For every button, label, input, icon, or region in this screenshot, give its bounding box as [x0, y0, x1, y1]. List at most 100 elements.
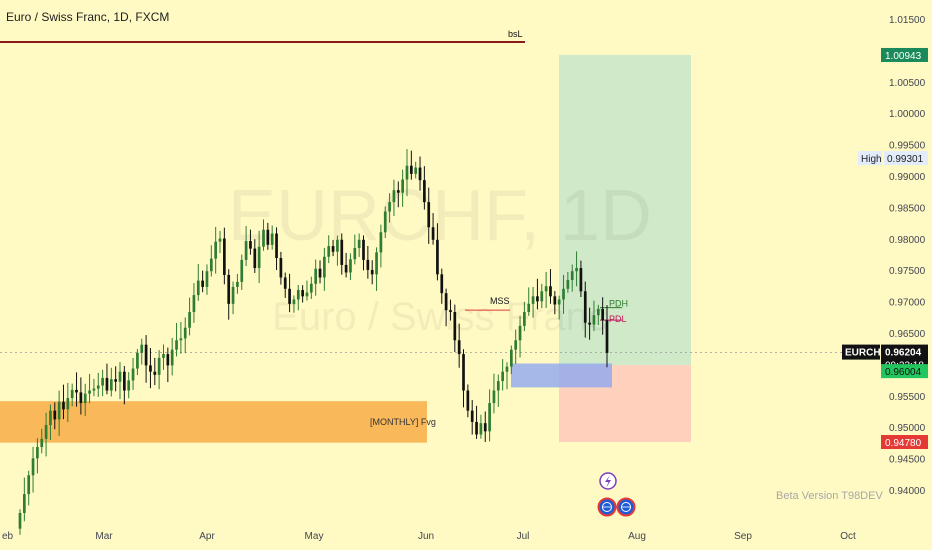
price-tick: 1.00000	[889, 109, 926, 120]
target-price-box	[881, 47, 928, 62]
high-label-box	[858, 151, 882, 166]
candle-body	[240, 259, 244, 282]
candle	[192, 283, 196, 323]
candle	[488, 389, 491, 442]
candle	[36, 438, 39, 474]
symbol-tag: EURCHF	[845, 348, 887, 359]
candle	[540, 283, 544, 309]
target-zone[interactable]	[559, 54, 691, 366]
candle	[366, 245, 370, 279]
price-tick: 0.98500	[889, 203, 926, 214]
candle-body	[49, 410, 52, 426]
candle-body	[388, 202, 391, 212]
price-tick: 0.95500	[889, 392, 926, 403]
candle-body	[136, 352, 139, 369]
lightning-icon[interactable]	[599, 472, 617, 490]
candle	[470, 399, 474, 435]
candle	[536, 278, 539, 310]
candle-body	[579, 268, 583, 292]
candle	[605, 305, 609, 368]
candle	[153, 357, 157, 386]
candle-body	[362, 239, 365, 260]
candle	[131, 357, 135, 391]
candle	[496, 374, 500, 407]
candle	[127, 372, 131, 399]
candle	[601, 297, 604, 335]
event-globe-icon[interactable]	[616, 497, 636, 517]
candle-body	[144, 344, 148, 366]
candle-body	[266, 229, 270, 245]
candle	[196, 263, 200, 301]
candle	[101, 369, 104, 397]
candle-body	[96, 385, 100, 389]
candle	[353, 234, 357, 265]
candle	[414, 161, 418, 179]
price-axis[interactable]: 1.01500 1.00500 1.00000 0.99500 0.99000 0.985…	[889, 15, 926, 497]
candle-body	[66, 398, 70, 410]
candle-body	[214, 241, 218, 259]
event-globe-icon[interactable]	[597, 497, 617, 517]
candle	[501, 359, 504, 391]
pdh-label: PDH	[609, 299, 628, 309]
time-tick: eb	[2, 531, 14, 542]
candle	[57, 390, 61, 436]
candle-body	[188, 312, 191, 328]
candle-body	[296, 290, 300, 300]
monthly-fvg-zone[interactable]	[0, 401, 427, 443]
candle-body	[18, 512, 22, 529]
candle-body	[488, 403, 491, 432]
price-tick: 1.00500	[889, 78, 926, 89]
candle-body	[336, 239, 339, 252]
time-tick: May	[305, 531, 324, 542]
candle	[553, 291, 557, 315]
candle	[105, 363, 109, 395]
time-axis[interactable]: eb Mar Apr May Jun Jul Aug Sep Oct	[2, 531, 856, 542]
candle-body	[209, 258, 213, 272]
candle	[53, 402, 57, 430]
candle	[401, 169, 404, 207]
candle	[370, 260, 374, 285]
candle-body	[409, 165, 413, 174]
candle	[175, 322, 178, 357]
candle	[227, 269, 231, 320]
price-tick: 0.95000	[889, 423, 926, 434]
candle-body	[236, 281, 239, 287]
candle-body	[483, 423, 487, 432]
candle	[483, 411, 487, 443]
candle	[479, 414, 483, 439]
candle-body	[514, 340, 518, 350]
candle-body	[470, 410, 474, 422]
candle	[262, 219, 265, 251]
candle	[392, 179, 396, 217]
candle-body	[153, 371, 157, 375]
candle-body	[453, 312, 457, 341]
candle	[349, 253, 352, 281]
candle	[188, 297, 191, 336]
candle	[544, 271, 548, 308]
candle-body	[414, 167, 418, 174]
price-tick: 0.94500	[889, 455, 926, 466]
candle	[523, 301, 526, 332]
candle-body	[162, 354, 165, 358]
candle	[309, 276, 313, 299]
candle-body	[505, 366, 509, 372]
candle-body	[244, 241, 248, 260]
candle	[179, 321, 183, 354]
candle	[327, 235, 331, 264]
candle-body	[288, 288, 291, 304]
candle-body	[101, 377, 104, 386]
order-block-zone[interactable]	[511, 363, 612, 388]
candle-body	[231, 286, 235, 304]
mss-label: MSS	[490, 296, 510, 306]
candle	[118, 362, 122, 400]
candle	[596, 304, 600, 326]
candle-body	[457, 340, 461, 355]
candle-body	[518, 325, 522, 341]
candle	[383, 206, 387, 238]
candle-body	[318, 268, 322, 278]
candle-body	[562, 288, 565, 300]
candle	[301, 285, 304, 303]
candle	[288, 273, 291, 313]
candle	[318, 260, 322, 284]
